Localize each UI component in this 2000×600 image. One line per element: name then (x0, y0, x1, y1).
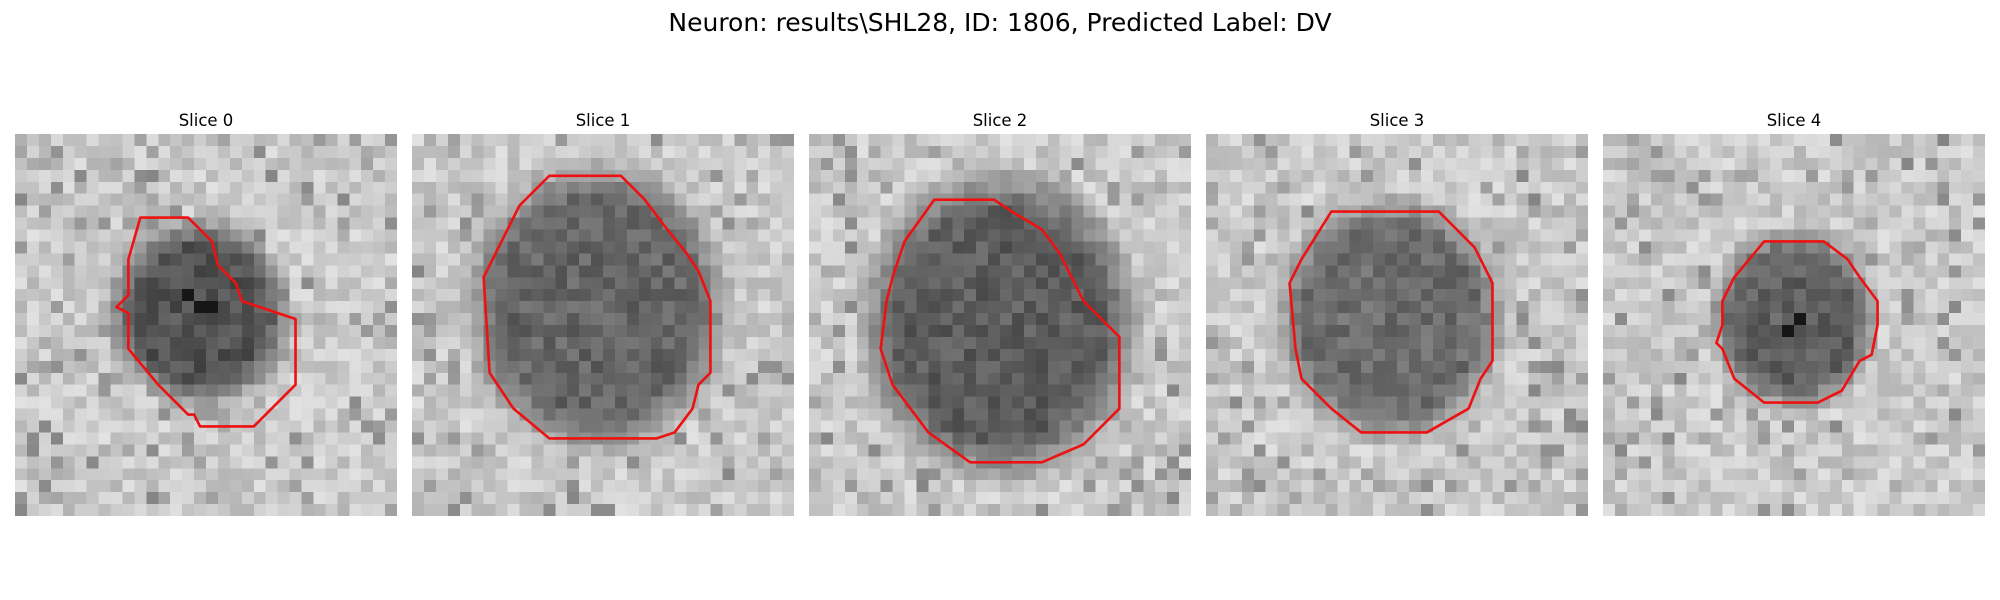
slice-image-0 (15, 134, 397, 516)
slice-title-1: Slice 1 (575, 111, 631, 130)
slice-panel-2: Slice 2 (809, 108, 1191, 516)
slice-panel-4: Slice 4 (1603, 108, 1985, 516)
slice-pixels-1 (412, 134, 794, 516)
slice-title-0: Slice 0 (178, 111, 234, 130)
slice-image-2 (809, 134, 1191, 516)
slice-pixels-3 (1206, 134, 1588, 516)
neuron-contour-3 (1288, 210, 1494, 434)
slice-image-3 (1206, 134, 1588, 516)
slice-pixels-2 (809, 134, 1191, 516)
neuron-contour-0 (115, 216, 297, 428)
neuron-contour-2 (879, 198, 1121, 464)
slice-panel-1: Slice 1 (412, 108, 794, 516)
slice-title-2: Slice 2 (972, 111, 1028, 130)
figure-suptitle: Neuron: results\SHL28, ID: 1806, Predict… (668, 8, 1332, 37)
slice-panel-3: Slice 3 (1206, 108, 1588, 516)
neuron-contour-1 (482, 174, 712, 440)
neuron-contour-4 (1715, 240, 1879, 404)
slice-title-4: Slice 4 (1766, 111, 1822, 130)
slice-pixels-4 (1603, 134, 1985, 516)
slice-pixels-0 (15, 134, 397, 516)
slice-panel-0: Slice 0 (15, 108, 397, 516)
slice-image-1 (412, 134, 794, 516)
slice-image-4 (1603, 134, 1985, 516)
slice-title-3: Slice 3 (1369, 111, 1425, 130)
